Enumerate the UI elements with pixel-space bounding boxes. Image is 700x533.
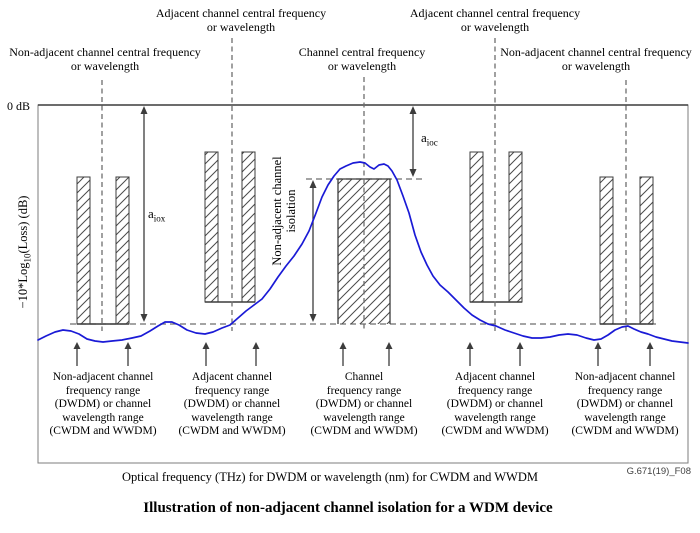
frequency-range-label-non-adjacent-right: Non-adjacent channel frequency range (DWDM… bbox=[571, 371, 678, 439]
label-line: Non-adjacent channel bbox=[52, 371, 154, 383]
isolation-arrow-head-top bbox=[309, 180, 317, 188]
label-line: or wavelength bbox=[206, 19, 276, 34]
label-line: (CWDM and WWDM) bbox=[441, 425, 549, 437]
label-line: (CWDM and WWDM) bbox=[310, 425, 418, 437]
isolation-label-line2: isolation bbox=[284, 189, 298, 233]
label-line: Channel central frequency bbox=[298, 45, 426, 59]
label-line: or wavelength bbox=[460, 19, 530, 34]
label-line: (DWDM) or channel bbox=[315, 398, 413, 410]
channel-range-strip-non-adjacent-right-right bbox=[639, 176, 654, 325]
label-line: frequency range bbox=[587, 384, 663, 397]
label-line: wavelength range bbox=[323, 411, 405, 424]
label-line: Adjacent channel bbox=[191, 371, 273, 383]
label-line: wavelength range bbox=[191, 411, 273, 424]
label-line: wavelength range bbox=[454, 411, 536, 424]
label-line: Non-adjacent channel central frequency bbox=[500, 45, 692, 59]
x-axis-label: Optical frequency (THz) for DWDM or wave… bbox=[122, 470, 538, 484]
frequency-range-label-channel-center: Channel frequency range (DWDM) or channel w… bbox=[310, 371, 417, 439]
frequency-range-label-non-adjacent-left: Non-adjacent channel frequency range (DWDM… bbox=[49, 371, 156, 439]
channel-range-strip-non-adjacent-right-left bbox=[599, 176, 614, 325]
y-axis-label: −10*Log10(Loss) (dB) bbox=[16, 196, 33, 309]
label-line: frequency range bbox=[457, 384, 533, 397]
label-line: Adjacent channel central frequency bbox=[155, 6, 327, 20]
channel-range-strip-adjacent-left-left bbox=[204, 151, 219, 303]
frequency-range-label-adjacent-left: Adjacent channel frequency range (DWDM) or… bbox=[178, 371, 285, 439]
central-frequency-label-non-adjacent-left: Non-adjacent channel central frequency or… bbox=[9, 45, 201, 73]
range-pointer-arrow-1-head bbox=[124, 342, 132, 349]
a-iox-label: aiox bbox=[148, 206, 165, 224]
a-ioc-arrow-head-bottom bbox=[409, 169, 417, 177]
range-pointer-arrow-4-head bbox=[339, 342, 347, 349]
label-line: (DWDM) or channel bbox=[576, 398, 674, 410]
a-iox-arrow-head-top bbox=[140, 106, 148, 114]
a-ioc-arrow-head-top bbox=[409, 106, 417, 114]
channel-range-strip-adjacent-right-left bbox=[469, 151, 484, 303]
label-line: (CWDM and WWDM) bbox=[178, 425, 286, 437]
range-pointer-arrow-5-head bbox=[385, 342, 393, 349]
label-line: wavelength range bbox=[584, 411, 666, 424]
label-line: Channel bbox=[344, 371, 384, 383]
label-line: Non-adjacent channel bbox=[574, 371, 676, 383]
a-iox-arrow-head-bottom bbox=[140, 314, 148, 322]
label-line: frequency range bbox=[194, 384, 270, 397]
y-axis-label-suffix: (Loss) (dB) bbox=[15, 195, 30, 254]
label-line: frequency range bbox=[326, 384, 402, 397]
label-line: Adjacent channel central frequency bbox=[409, 6, 581, 20]
channel-range-strip-non-adjacent-left-left bbox=[76, 176, 91, 325]
range-pointer-arrow-3-head bbox=[252, 342, 260, 349]
central-frequency-label-non-adjacent-right: Non-adjacent channel central frequency or… bbox=[500, 45, 692, 73]
range-pointer-arrow-8-head bbox=[594, 342, 602, 349]
channel-range-strip-adjacent-left-right bbox=[241, 151, 256, 303]
channel-range-strip-adjacent-right-right bbox=[508, 151, 523, 303]
range-pointer-arrow-7-head bbox=[516, 342, 524, 349]
figure-code: G.671(19)_F08 bbox=[626, 466, 691, 477]
range-pointer-arrow-9-head bbox=[646, 342, 654, 349]
label-line: or wavelength bbox=[70, 58, 140, 73]
y-axis-label-subscript: 10 bbox=[22, 253, 33, 263]
label-line: or wavelength bbox=[561, 58, 631, 73]
central-frequency-label-adjacent-left: Adjacent channel central frequency or wav… bbox=[155, 6, 327, 34]
label-line: Non-adjacent channel central frequency bbox=[9, 45, 201, 59]
channel-range-strip-non-adjacent-left-right bbox=[115, 176, 130, 325]
central-frequency-label-adjacent-right: Adjacent channel central frequency or wav… bbox=[409, 6, 581, 34]
zero-db-label: 0 dB bbox=[6, 99, 30, 113]
a-ioc-subscript: ioc bbox=[426, 137, 438, 148]
frequency-range-label-adjacent-right: Adjacent channel frequency range (DWDM) or… bbox=[441, 371, 548, 439]
label-line: Adjacent channel bbox=[454, 371, 536, 383]
label-line: wavelength range bbox=[62, 411, 144, 424]
range-pointer-arrow-2-head bbox=[202, 342, 210, 349]
central-frequency-label-channel-center: Channel central frequency or wavelength bbox=[298, 45, 426, 73]
label-line: (DWDM) or channel bbox=[446, 398, 544, 410]
label-line: frequency range bbox=[65, 384, 141, 397]
range-pointer-arrow-6-head bbox=[466, 342, 474, 349]
range-pointer-arrow-0-head bbox=[73, 342, 81, 349]
isolation-arrow-head-bottom bbox=[309, 314, 317, 322]
label-line: (DWDM) or channel bbox=[54, 398, 152, 410]
label-line: (CWDM and WWDM) bbox=[571, 425, 679, 437]
label-line: (CWDM and WWDM) bbox=[49, 425, 157, 437]
a-ioc-label: aioc bbox=[421, 130, 438, 148]
isolation-label-line1: Non-adjacent channel bbox=[270, 156, 284, 266]
a-iox-subscript: iox bbox=[153, 213, 166, 224]
label-line: or wavelength bbox=[327, 58, 397, 73]
a-iox-base: a bbox=[148, 206, 154, 221]
figure-title: Illustration of non-adjacent channel iso… bbox=[143, 500, 553, 516]
label-line: (DWDM) or channel bbox=[183, 398, 281, 410]
spectral-response-curve bbox=[37, 161, 689, 344]
a-ioc-base: a bbox=[421, 130, 427, 145]
isolation-label: Non-adjacent channel isolation bbox=[270, 156, 298, 265]
y-axis-label-prefix: −10*Log bbox=[15, 262, 30, 309]
